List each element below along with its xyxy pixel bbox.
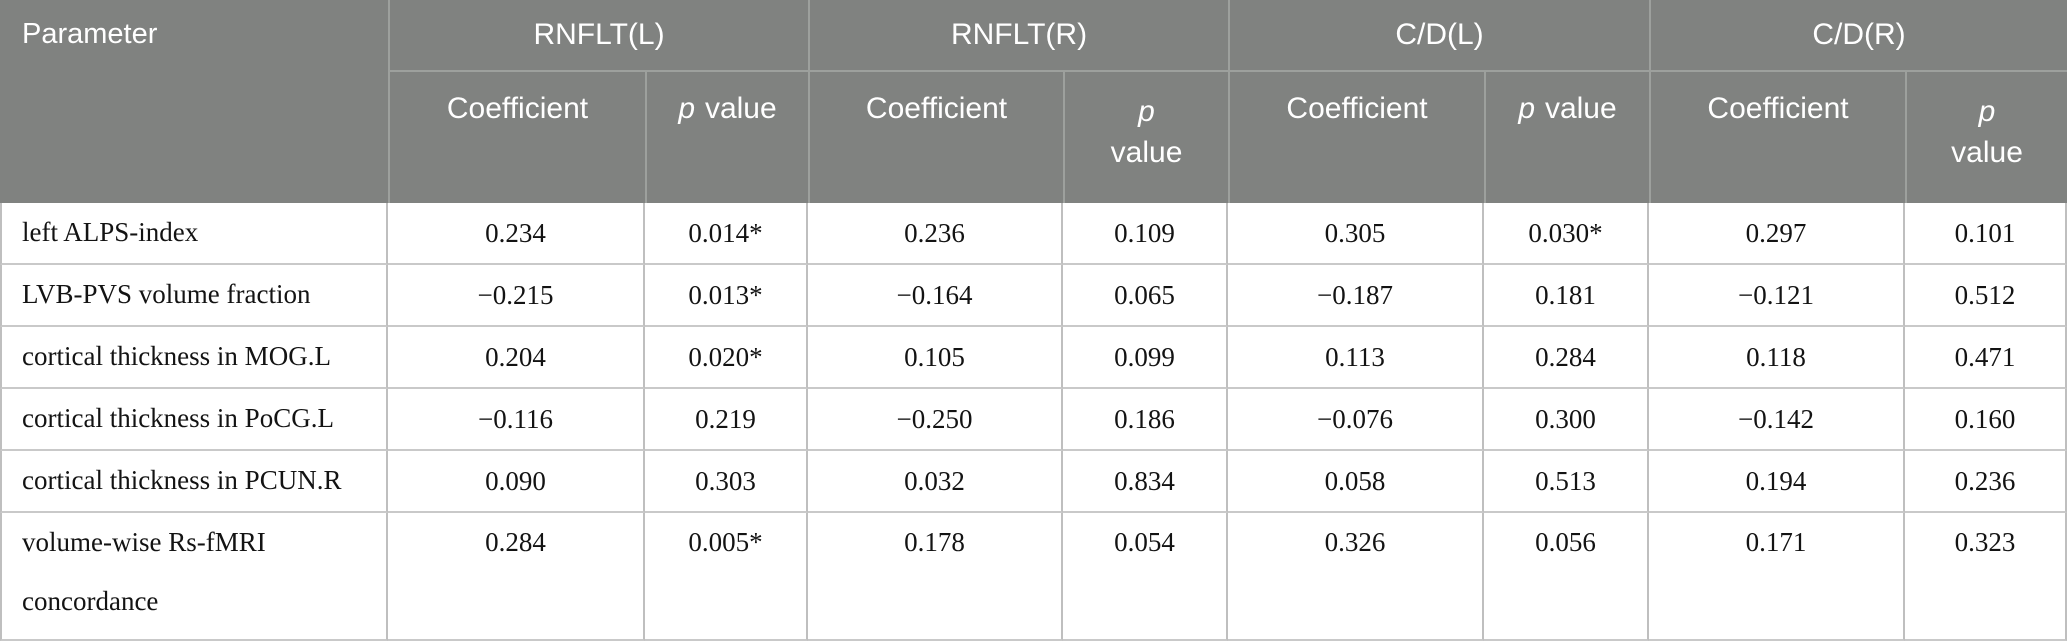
cell-value: 0.160 bbox=[1905, 389, 2067, 451]
row-parameter-label: left ALPS-index bbox=[0, 203, 388, 265]
cell-value: 0.020* bbox=[645, 327, 809, 389]
cell-value: −0.142 bbox=[1649, 389, 1906, 451]
p-symbol: p bbox=[1978, 95, 1996, 128]
row-parameter-label: cortical thickness in PCUN.R bbox=[0, 451, 388, 513]
cell-value: −0.215 bbox=[388, 265, 645, 327]
cell-value: 0.297 bbox=[1649, 203, 1906, 265]
cell-value: 0.303 bbox=[645, 451, 809, 513]
cell-value: 0.204 bbox=[388, 327, 645, 389]
table-row: LVB-PVS volume fraction −0.215 0.013* −0… bbox=[0, 265, 2067, 327]
cell-value: 0.030* bbox=[1484, 203, 1650, 265]
cell-value: 0.186 bbox=[1063, 389, 1229, 451]
column-header-coefficient-rnflt-l: Coefficient bbox=[388, 72, 645, 203]
cell-value: −0.187 bbox=[1228, 265, 1485, 327]
row-parameter-label: cortical thickness in PoCG.L bbox=[0, 389, 388, 451]
cell-value: 0.056 bbox=[1484, 513, 1650, 641]
p-symbol: p bbox=[1518, 92, 1536, 125]
cell-value: 0.032 bbox=[808, 451, 1064, 513]
column-group-cd-r: C/D(R) bbox=[1649, 0, 2067, 72]
cell-value: −0.121 bbox=[1649, 265, 1906, 327]
cell-value: 0.512 bbox=[1905, 265, 2067, 327]
cell-value: 0.236 bbox=[808, 203, 1064, 265]
column-header-coefficient-rnflt-r: Coefficient bbox=[808, 72, 1064, 203]
cell-value: 0.013* bbox=[645, 265, 809, 327]
cell-value: 0.101 bbox=[1905, 203, 2067, 265]
p-symbol: p bbox=[1138, 95, 1155, 128]
p-symbol: p bbox=[678, 92, 696, 125]
column-header-coefficient-cd-r: Coefficient bbox=[1649, 72, 1906, 203]
cell-value: 0.090 bbox=[388, 451, 645, 513]
cell-value: 0.181 bbox=[1484, 265, 1650, 327]
column-header-pvalue-cd-l: p value bbox=[1484, 72, 1650, 203]
cell-value: 0.065 bbox=[1063, 265, 1229, 327]
table-row: volume-wise Rs-fMRI concordance 0.284 0.… bbox=[0, 513, 2067, 641]
column-header-parameter: Parameter bbox=[0, 0, 388, 203]
cell-value: 0.194 bbox=[1649, 451, 1906, 513]
cell-value: 0.005* bbox=[645, 513, 809, 641]
cell-value: 0.099 bbox=[1063, 327, 1229, 389]
value-word: value bbox=[1110, 135, 1183, 169]
column-header-pvalue-rnflt-r: p value bbox=[1063, 72, 1229, 203]
column-header-coefficient-cd-l: Coefficient bbox=[1228, 72, 1485, 203]
cell-value: 0.054 bbox=[1063, 513, 1229, 641]
value-word: value bbox=[1951, 135, 2023, 169]
cell-value: 0.326 bbox=[1228, 513, 1485, 641]
cell-value: 0.513 bbox=[1484, 451, 1650, 513]
table-body: left ALPS-index 0.234 0.014* 0.236 0.109… bbox=[0, 203, 2067, 641]
column-group-cd-l: C/D(L) bbox=[1228, 0, 1650, 72]
cell-value: −0.250 bbox=[808, 389, 1064, 451]
cell-value: −0.116 bbox=[388, 389, 645, 451]
cell-value: 0.234 bbox=[388, 203, 645, 265]
cell-value: 0.058 bbox=[1228, 451, 1485, 513]
column-header-pvalue-rnflt-l: p value bbox=[645, 72, 809, 203]
header-sub-row: Coefficient p value Coefficient p value Co… bbox=[0, 72, 2067, 203]
cell-value: 0.014* bbox=[645, 203, 809, 265]
cell-value: 0.113 bbox=[1228, 327, 1485, 389]
cell-value: −0.076 bbox=[1228, 389, 1485, 451]
table-row: cortical thickness in MOG.L 0.204 0.020*… bbox=[0, 327, 2067, 389]
value-word: value bbox=[1544, 92, 1617, 125]
cell-value: −0.164 bbox=[808, 265, 1064, 327]
table-row: cortical thickness in PoCG.L −0.116 0.21… bbox=[0, 389, 2067, 451]
cell-value: 0.471 bbox=[1905, 327, 2067, 389]
cell-value: 0.236 bbox=[1905, 451, 2067, 513]
header-group-row: Parameter RNFLT(L) RNFLT(R) C/D(L) C/D(R… bbox=[0, 0, 2067, 203]
table-row: left ALPS-index 0.234 0.014* 0.236 0.109… bbox=[0, 203, 2067, 265]
cell-value: 0.284 bbox=[388, 513, 645, 641]
cell-value: 0.284 bbox=[1484, 327, 1650, 389]
cell-value: 0.300 bbox=[1484, 389, 1650, 451]
table-header: Parameter RNFLT(L) RNFLT(R) C/D(L) C/D(R… bbox=[0, 0, 2067, 203]
column-group-rnflt-r: RNFLT(R) bbox=[808, 0, 1229, 72]
column-group-rnflt-l: RNFLT(L) bbox=[388, 0, 809, 72]
row-parameter-label: LVB-PVS volume fraction bbox=[0, 265, 388, 327]
cell-value: 0.219 bbox=[645, 389, 809, 451]
value-word: value bbox=[704, 92, 777, 125]
cell-value: 0.105 bbox=[808, 327, 1064, 389]
cell-value: 0.305 bbox=[1228, 203, 1485, 265]
row-parameter-label: volume-wise Rs-fMRI concordance bbox=[0, 513, 388, 641]
cell-value: 0.834 bbox=[1063, 451, 1229, 513]
column-header-pvalue-cd-r: p value bbox=[1905, 72, 2067, 203]
cell-value: 0.118 bbox=[1649, 327, 1906, 389]
cell-value: 0.109 bbox=[1063, 203, 1229, 265]
row-parameter-label: cortical thickness in MOG.L bbox=[0, 327, 388, 389]
table-row: cortical thickness in PCUN.R 0.090 0.303… bbox=[0, 451, 2067, 513]
cell-value: 0.323 bbox=[1905, 513, 2067, 641]
